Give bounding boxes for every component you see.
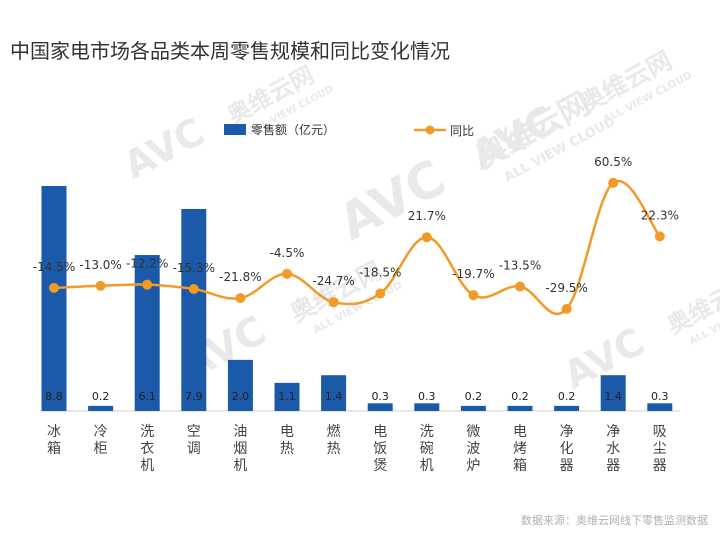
yoy-point — [468, 290, 479, 301]
watermark-brand: AVC — [116, 109, 211, 187]
bar — [227, 359, 253, 411]
bar-value-label: 0.2 — [558, 390, 576, 403]
yoy-value-label: -15.3% — [173, 261, 215, 275]
bar-value-label: 2.0 — [232, 390, 250, 403]
bars — [41, 186, 673, 411]
yoy-value-label: -14.5% — [33, 260, 75, 274]
bar-value-label: 1.1 — [278, 390, 296, 403]
x-tick-label: 净化器 — [560, 424, 574, 474]
bar — [274, 382, 300, 411]
yoy-value-label: 60.5% — [594, 155, 632, 169]
x-tick-label: 电烤箱 — [513, 424, 527, 474]
x-tick-label: 冷柜 — [94, 424, 108, 457]
chart-title: 中国家电市场各品类本周零售规模和同比变化情况 — [10, 39, 450, 63]
yoy-line: -14.5% -13.0% -12.2% -15.3% -21.8% -4.5% -24.7… — [33, 155, 679, 316]
bar-value-label: 0.2 — [511, 390, 529, 403]
bar-value-label: 0.2 — [92, 390, 110, 403]
bar — [181, 209, 207, 411]
yoy-point — [515, 281, 525, 292]
yoy-point — [49, 282, 59, 293]
yoy-point — [375, 288, 386, 299]
yoy-point — [282, 268, 292, 279]
x-tick-label: 电饭煲 — [373, 424, 387, 474]
bar — [554, 405, 580, 411]
bar — [600, 375, 626, 411]
x-tick-label: 洗碗机 — [420, 424, 434, 474]
bar — [321, 375, 347, 411]
bar — [647, 403, 673, 411]
bar-value-label: 6.1 — [138, 390, 156, 403]
yoy-value-label: -19.7% — [452, 267, 494, 281]
yoy-value-label: -24.7% — [312, 274, 354, 288]
legend: 零售额（亿元） 同比 — [224, 122, 474, 138]
bar-value-label: 8.8 — [45, 390, 63, 403]
yoy-point — [654, 231, 665, 242]
yoy-point — [188, 284, 199, 295]
legend-line-marker — [425, 125, 435, 135]
yoy-value-label: -13.5% — [499, 259, 541, 273]
yoy-point — [142, 279, 153, 290]
x-tick-label: 电热 — [280, 424, 294, 457]
bar — [414, 403, 440, 411]
bar-labels: 8.8 0.2 6.1 7.9 2.0 1.1 1.4 0.3 0.3 0.2 0.2 0.2 1.4 0… — [45, 390, 668, 403]
yoy-value-label: 21.7% — [408, 209, 446, 223]
bar — [41, 186, 67, 411]
bar-value-label: 0.3 — [371, 390, 389, 403]
x-tick-label: 冰箱 — [47, 424, 61, 457]
yoy-value-label: 22.3% — [641, 208, 679, 222]
yoy-value-label: -4.5% — [270, 246, 305, 260]
yoy-value-label: -13.0% — [79, 258, 121, 272]
yoy-value-label: -29.5% — [545, 281, 587, 295]
yoy-point — [561, 303, 572, 314]
bar-value-label: 0.2 — [465, 390, 483, 403]
bar-value-label: 7.9 — [185, 390, 203, 403]
x-tick-label: 吸尘器 — [653, 424, 667, 474]
x-tick-label: 净水器 — [606, 424, 620, 474]
x-tick-label: 微波炉 — [466, 424, 480, 474]
x-tick-label: 空调 — [187, 424, 201, 457]
bar-value-label: 1.4 — [325, 390, 343, 403]
bar-value-label: 0.3 — [418, 390, 436, 403]
x-tick-label: 油烟机 — [233, 424, 247, 474]
bar — [460, 405, 486, 411]
yoy-point — [608, 177, 619, 188]
yoy-value-label: -21.8% — [219, 270, 261, 284]
bar — [367, 403, 393, 411]
bar-value-label: 1.4 — [604, 390, 622, 403]
legend-line-label: 同比 — [450, 124, 474, 138]
legend-bar-label: 零售额（亿元） — [251, 122, 335, 137]
bar-value-label: 0.3 — [651, 390, 669, 403]
yoy-point — [235, 293, 246, 304]
bar — [507, 405, 533, 411]
source-note: 数据来源：奥维云网线下零售监测数据 — [521, 513, 708, 527]
yoy-point — [95, 280, 106, 291]
bar — [134, 255, 160, 411]
yoy-point — [328, 297, 339, 308]
x-tick-label: 洗衣机 — [140, 424, 154, 474]
watermark-brand: AVC — [330, 148, 455, 251]
legend-bar-swatch — [224, 124, 246, 135]
yoy-value-label: -12.2% — [126, 257, 168, 271]
yoy-value-label: -18.5% — [359, 266, 401, 280]
x-tick-label: 燃热 — [327, 423, 341, 457]
yoy-point — [421, 232, 432, 243]
bar — [88, 405, 114, 411]
